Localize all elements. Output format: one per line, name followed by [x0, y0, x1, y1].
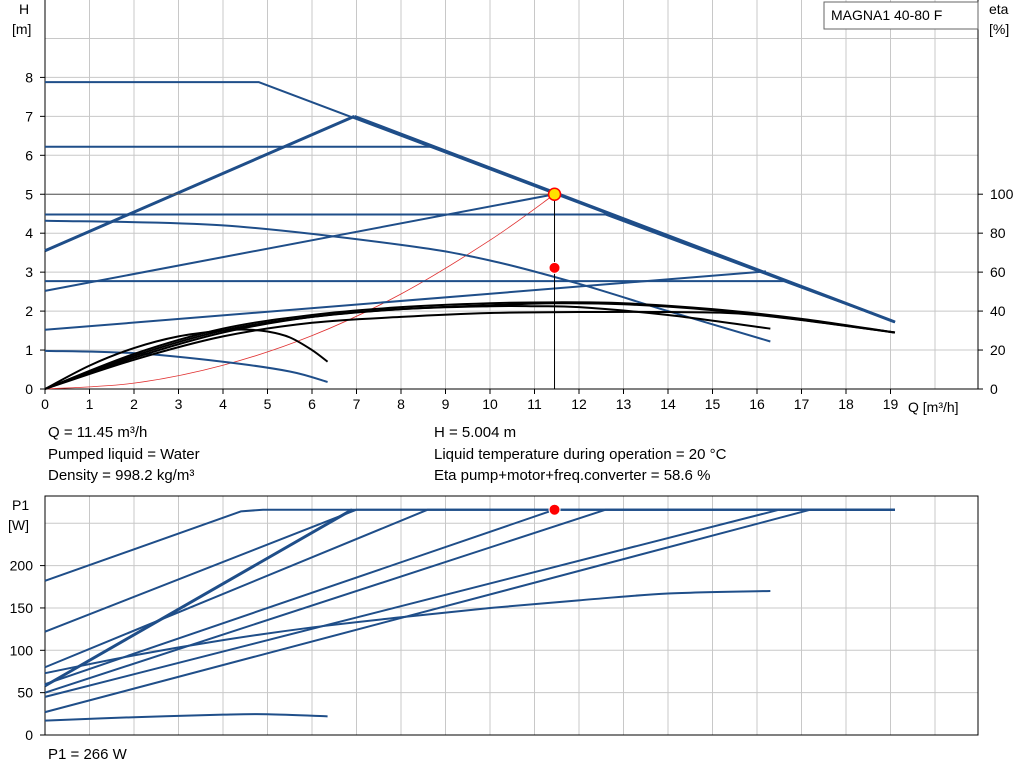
power-y-tick-label: 50 [17, 685, 33, 701]
x-tick-label: 1 [86, 396, 94, 412]
x-tick-label: 5 [264, 396, 272, 412]
x-tick-label: 14 [660, 396, 676, 412]
duty-point-head [547, 187, 562, 201]
y2-tick-label: 100 [990, 186, 1014, 202]
y2-axis-unit-eta: [%] [989, 21, 1009, 37]
y2-tick-label: 20 [990, 342, 1006, 358]
info-head: H = 5.004 m [434, 424, 517, 441]
y2-tick-label: 80 [990, 225, 1006, 241]
power-y-tick-label: 0 [25, 727, 33, 743]
power-curve [44, 508, 555, 686]
power-curve [44, 713, 328, 722]
x-tick-label: 18 [838, 396, 854, 412]
head-curve [44, 349, 328, 383]
y-tick-label: 1 [25, 342, 33, 358]
y2-tick-label: 0 [990, 381, 998, 397]
eta-curve [44, 328, 329, 390]
head-curve [353, 114, 896, 324]
power-curve [44, 508, 353, 688]
y-tick-label: 5 [25, 186, 33, 202]
y-axis-unit-h: [m] [12, 21, 31, 37]
power-y-tick-label: 200 [10, 558, 34, 574]
x-axis-label-q: Q [m³/h] [908, 399, 959, 415]
model-box [823, 1, 979, 30]
y2-axis-label-eta: eta [989, 1, 1009, 17]
y-tick-label: 8 [25, 69, 33, 85]
info-pumped-liquid: Pumped liquid = Water [48, 446, 200, 463]
y2-tick-label: 60 [990, 264, 1006, 280]
head-curve [45, 81, 896, 323]
x-tick-label: 9 [442, 396, 450, 412]
x-tick-label: 10 [482, 396, 498, 412]
model-label: MAGNA1 40-80 F [831, 7, 942, 23]
x-tick-label: 16 [749, 396, 765, 412]
x-tick-label: 4 [219, 396, 227, 412]
eta-curve [44, 301, 896, 390]
x-tick-label: 6 [308, 396, 316, 412]
eta-curve [44, 310, 896, 390]
y-axis-unit-p1: [W] [8, 517, 29, 533]
x-tick-label: 2 [130, 396, 138, 412]
power-curve [44, 508, 895, 714]
x-tick-label: 7 [353, 396, 361, 412]
head-curve [44, 270, 766, 331]
power-y-tick-label: 150 [10, 600, 34, 616]
head-curve [44, 193, 555, 292]
duty-point-eta [548, 261, 561, 274]
y-tick-label: 6 [25, 147, 33, 163]
info-power: P1 = 266 W [48, 746, 127, 763]
x-tick-label: 3 [175, 396, 183, 412]
y-tick-label: 4 [25, 225, 33, 241]
y-tick-label: 3 [25, 264, 33, 280]
head-curve [44, 114, 355, 253]
y-axis-label-h: H [19, 1, 29, 17]
info-flow: Q = 11.45 m³/h [48, 424, 148, 441]
info-density: Density = 998.2 kg/m³ [48, 467, 195, 484]
x-tick-label: 13 [616, 396, 632, 412]
x-tick-label: 19 [883, 396, 899, 412]
x-tick-label: 15 [705, 396, 721, 412]
y-tick-label: 0 [25, 381, 33, 397]
x-tick-label: 8 [397, 396, 405, 412]
system-curve [44, 193, 555, 390]
x-tick-label: 17 [794, 396, 810, 412]
y2-tick-label: 40 [990, 303, 1006, 319]
info-efficiency: Eta pump+motor+freq.converter = 58.6 % [434, 467, 711, 484]
duty-point-power [548, 503, 561, 516]
y-tick-label: 2 [25, 303, 33, 319]
y-axis-label-p1: P1 [12, 497, 29, 513]
x-tick-label: 0 [41, 396, 49, 412]
x-tick-label: 12 [571, 396, 587, 412]
y-tick-label: 7 [25, 108, 33, 124]
power-y-tick-label: 100 [10, 642, 34, 658]
power-curve [44, 590, 771, 675]
x-tick-label: 11 [527, 396, 542, 412]
info-liquid-temp: Liquid temperature during operation = 20… [434, 446, 727, 463]
power-frame [44, 495, 979, 736]
